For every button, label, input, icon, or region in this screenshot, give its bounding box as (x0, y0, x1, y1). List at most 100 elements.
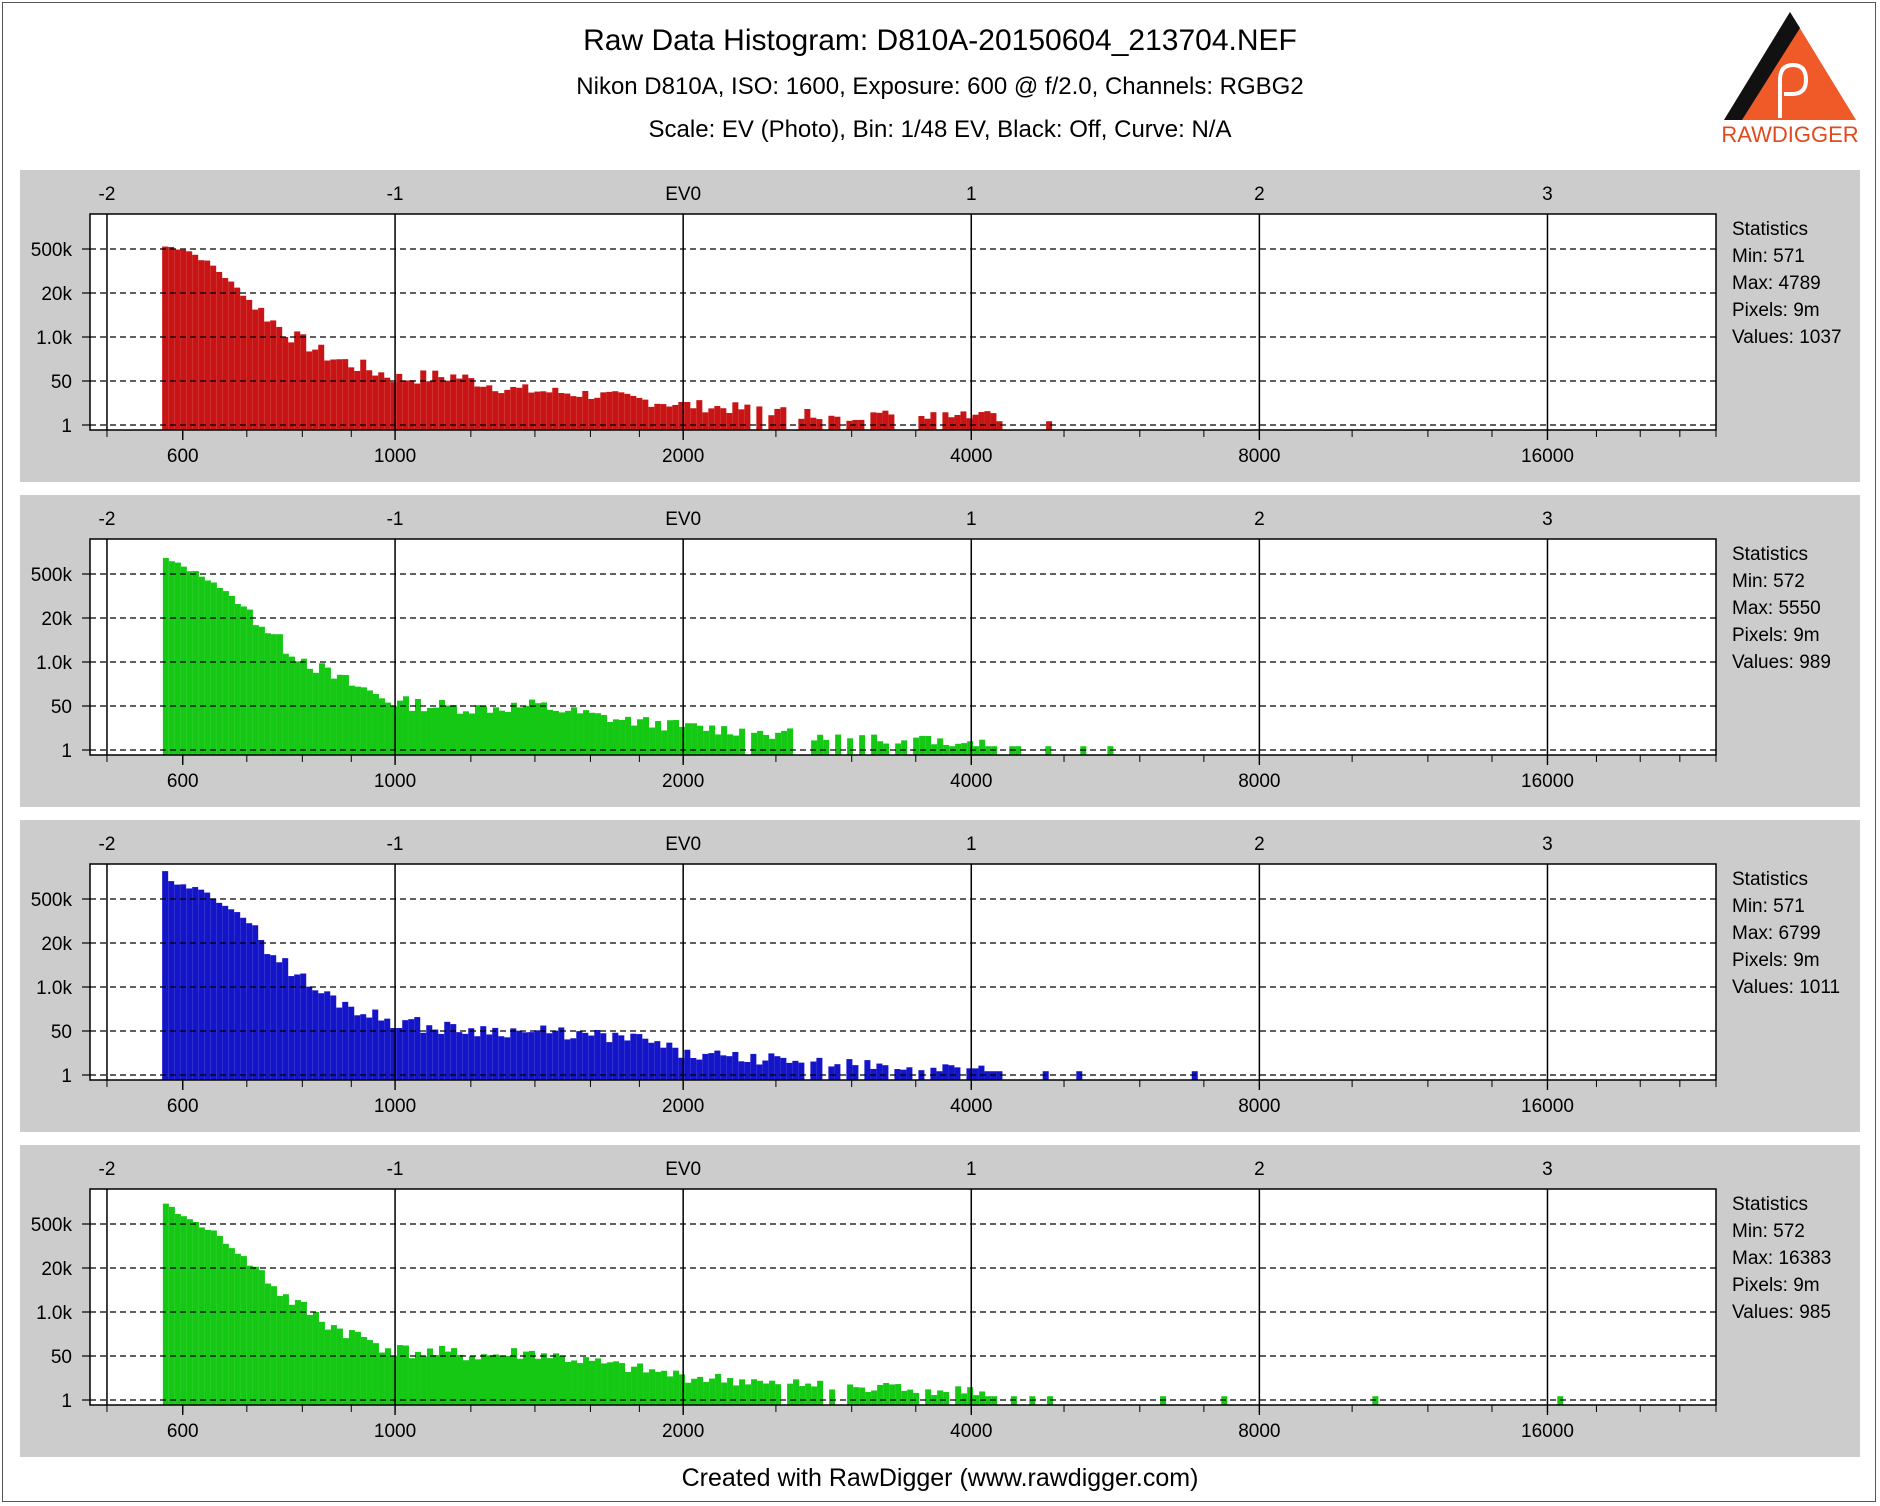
histogram-bar (222, 1243, 229, 1405)
ev-tick-label: -2 (99, 184, 116, 205)
histogram-bar (474, 705, 481, 755)
histogram-bar (973, 1395, 980, 1405)
histogram-bar (324, 991, 331, 1080)
histogram-outlier-bar (1107, 746, 1114, 755)
histogram-bar (528, 392, 535, 430)
histogram-bar (210, 582, 217, 755)
histogram-bar (930, 1067, 937, 1080)
histogram-outlier-bar (1076, 1071, 1083, 1080)
x-tick-label: 16000 (1521, 1096, 1574, 1117)
histogram-bar (967, 1387, 974, 1405)
histogram-bar (192, 254, 199, 430)
histogram-bar (576, 1031, 583, 1080)
histogram-bar (499, 1355, 505, 1405)
histogram-bar (282, 653, 289, 755)
y-tick-label: 50 (51, 1347, 72, 1368)
histogram-outlier-bar (1045, 746, 1052, 755)
statistics-line: Pixels: 9m (1732, 950, 1820, 971)
histogram-bar (619, 1363, 626, 1405)
histogram-bar (390, 706, 397, 755)
histogram-bar (559, 1355, 566, 1405)
histogram-bar (661, 730, 668, 755)
histogram-bar (942, 1064, 949, 1080)
histogram-bar (174, 1214, 181, 1405)
histogram-bar (240, 917, 247, 1080)
histogram-bar (210, 898, 217, 1080)
histogram-bar (613, 719, 620, 755)
histogram-bar (943, 1392, 950, 1405)
histogram-bar (505, 711, 511, 755)
histogram-bar (679, 726, 686, 755)
histogram-bar (726, 413, 733, 430)
histogram-bar (744, 404, 751, 430)
histogram-bar (775, 1384, 782, 1405)
histogram-bar (306, 351, 313, 430)
x-tick-label: 1000 (374, 771, 416, 792)
histogram-bar (930, 412, 937, 430)
histogram-bar (607, 1362, 614, 1405)
histogram-bar (168, 1206, 175, 1405)
histogram-bar (870, 412, 877, 430)
x-tick-label: 1000 (374, 1096, 416, 1117)
histogram-bar (703, 730, 710, 755)
histogram-bar (955, 1386, 962, 1405)
statistics-line: Values: 1037 (1732, 327, 1842, 348)
histogram-bar (667, 720, 674, 755)
histogram-bar (684, 1049, 691, 1080)
histogram-bar (709, 1378, 716, 1405)
histogram-bar (511, 1348, 518, 1405)
histogram-bar (648, 406, 655, 430)
histogram-bar (396, 700, 403, 755)
logo-stripe (1724, 12, 1800, 120)
histogram-bar (480, 1026, 487, 1080)
x-tick-label: 2000 (662, 771, 704, 792)
x-tick-label: 4000 (950, 1096, 992, 1117)
histogram-bar (949, 746, 956, 755)
histogram-bar (816, 419, 823, 430)
histogram-bar (636, 1034, 643, 1080)
histogram-bar (583, 710, 590, 755)
histogram-bar (673, 1370, 680, 1405)
histogram-bar (456, 1354, 463, 1405)
histogram-bar (258, 626, 265, 755)
histogram-bar (738, 1061, 745, 1080)
histogram-bar (991, 1396, 998, 1405)
histogram-bar (552, 387, 559, 430)
ev-tick-label: EV0 (665, 184, 701, 205)
histogram-bar (805, 1383, 812, 1405)
histogram-bar (654, 403, 661, 430)
histogram-bar (978, 1065, 985, 1080)
histogram-bar (228, 909, 235, 1080)
histogram-bar (498, 393, 505, 430)
histogram-bar (534, 391, 541, 430)
histogram-bar (937, 738, 944, 755)
x-tick-label: 2000 (662, 1421, 704, 1442)
logo-text: RAWDIGGER (1721, 122, 1858, 146)
histogram-bar (258, 307, 265, 430)
histogram-bar (703, 1381, 710, 1405)
histogram-bar (210, 265, 217, 430)
histogram-bar (264, 954, 271, 1080)
histogram-bar (468, 1356, 475, 1405)
histogram-bar (588, 1035, 595, 1080)
histogram-bar (162, 246, 169, 430)
histogram-bar (540, 391, 547, 430)
ev-tick-label: -1 (387, 1159, 404, 1180)
histogram-bar (282, 1294, 289, 1405)
histogram-bar (234, 604, 241, 755)
histogram-bar (732, 402, 739, 430)
plot-frame (89, 1188, 1717, 1406)
histogram-bar (721, 1382, 728, 1405)
histogram-bar (835, 734, 842, 755)
histogram-bar (991, 746, 998, 755)
y-tick-label: 20k (41, 1259, 72, 1280)
histogram-bar (523, 705, 530, 755)
histogram-bar (270, 320, 277, 430)
histogram-bar (402, 1020, 409, 1080)
histogram-bar (961, 1393, 968, 1405)
histogram-bar (895, 743, 902, 755)
histogram-bar (738, 409, 745, 430)
plot-frame (89, 213, 1717, 431)
histogram-bar (228, 281, 235, 430)
histogram-bar (660, 1047, 667, 1080)
